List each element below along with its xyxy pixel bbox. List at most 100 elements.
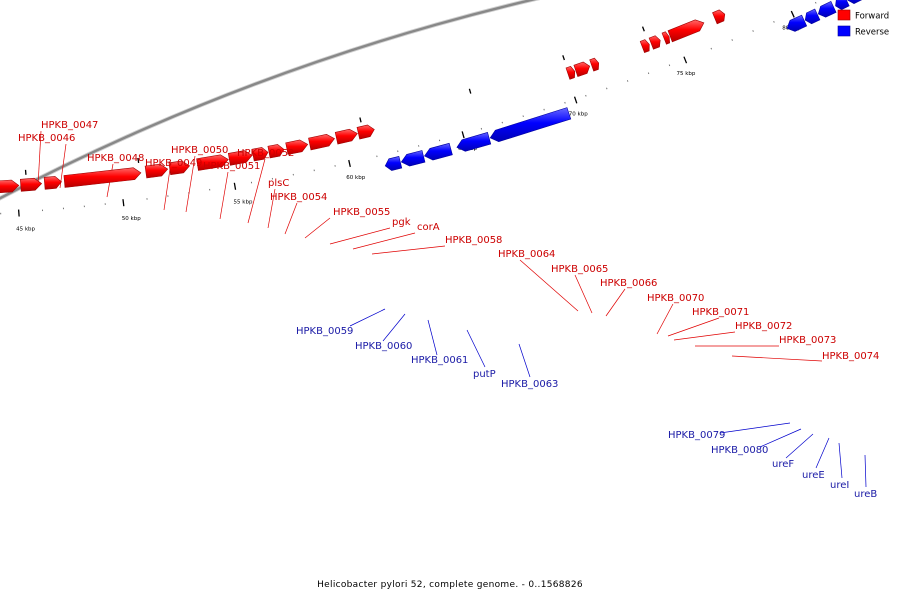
tick-minor xyxy=(627,80,629,82)
gene-label-hpkb-0059: HPKB_0059 xyxy=(296,326,353,337)
legend-reverse-label: Reverse xyxy=(855,28,889,38)
gene-label-hpkb-0066: HPKB_0066 xyxy=(600,278,657,289)
gene-layer xyxy=(0,0,863,194)
leader-line xyxy=(466,329,486,368)
gene-arrow-hpkb-0072[interactable] xyxy=(661,31,671,45)
gene-label-hpkb-0052: HPKB_0052 xyxy=(237,148,294,159)
leader-line xyxy=(427,319,438,356)
legend-reverse-swatch xyxy=(837,25,851,37)
gene-label-uref: ureF xyxy=(772,459,794,470)
gene-arrow-uref[interactable] xyxy=(817,1,837,18)
gene-arrow-hpkb-0073[interactable] xyxy=(667,19,705,43)
leader-line xyxy=(838,442,843,479)
gene-arrow-hpkb-0059[interactable] xyxy=(384,156,403,171)
leader-line xyxy=(518,343,531,378)
tick-major xyxy=(573,96,578,104)
gene-arrow-hpkb-0061[interactable] xyxy=(424,142,453,161)
backbone-arc xyxy=(0,0,537,200)
leader-line xyxy=(284,202,298,235)
tick-label: 45 kbp xyxy=(16,227,35,233)
gene-arrow-hpkb-0064[interactable] xyxy=(565,66,576,80)
gene-label-hpkb-0054: HPKB_0054 xyxy=(270,192,327,203)
gene-arrow-urei[interactable] xyxy=(847,0,863,4)
gene-arrow-hpkb-0048[interactable] xyxy=(63,167,142,188)
gene-label-hpkb-0051: HPKB_0051 xyxy=(203,161,260,172)
gene-arrow-hpkb-0054[interactable] xyxy=(267,144,285,159)
gene-label-hpkb-0065: HPKB_0065 xyxy=(551,264,608,275)
leader-line xyxy=(864,454,867,488)
gene-arrow-hpkb-0052[interactable] xyxy=(227,150,253,166)
feature-tick xyxy=(137,157,140,164)
legend-forward-swatch xyxy=(837,9,851,21)
tick-label: 75 kbp xyxy=(677,71,696,77)
tick-label: 60 kbp xyxy=(346,175,365,181)
gene-arrow-hpkb-0047[interactable] xyxy=(43,176,62,190)
gene-arrow-hpkb-0060[interactable] xyxy=(400,150,426,167)
leader-line xyxy=(382,313,406,342)
gene-label-uree: ureE xyxy=(802,470,825,481)
gene-arrow-hpkb-0051[interactable] xyxy=(196,154,229,171)
gene-label-hpkb-0048: HPKB_0048 xyxy=(87,153,144,164)
gene-arrow-cora[interactable] xyxy=(334,128,358,145)
gene-label-hpkb-0073: HPKB_0073 xyxy=(779,335,836,346)
gene-arrow-hpkb-0063[interactable] xyxy=(489,107,572,143)
gene-arrow-uree[interactable] xyxy=(835,0,850,10)
leader-line xyxy=(247,158,266,224)
feature-tick xyxy=(562,55,566,61)
gene-arrow-hpkb-0050[interactable] xyxy=(168,160,191,176)
leader-line xyxy=(731,355,823,362)
label-layer: HPKB_0047 HPKB_0046 HPKB_0048 HPKB_0050 HPKB… xyxy=(18,120,879,500)
gene-arrow-hpkb-0055[interactable] xyxy=(285,139,309,155)
leader-line xyxy=(673,331,736,341)
tick-minor xyxy=(773,21,775,23)
gene-arrow-hpkb-0070[interactable] xyxy=(639,39,650,53)
gene-arrow-hpkb-0074[interactable] xyxy=(712,9,726,25)
leader-line xyxy=(519,259,579,312)
gene-label-hpkb-0049: HPKB_0049 xyxy=(145,158,202,169)
gene-arrow-hpkb-0066[interactable] xyxy=(589,57,600,72)
tick-major xyxy=(461,131,465,139)
leader-line xyxy=(219,171,229,220)
leader-line xyxy=(574,274,593,314)
gene-label-hpkb-0079: HPKB_0079 xyxy=(668,430,725,441)
gene-label-hpkb-0071: HPKB_0071 xyxy=(692,307,749,318)
gene-label-putp: putP xyxy=(473,369,496,380)
tick-label: 55 kbp xyxy=(234,200,253,206)
gene-label-hpkb-0070: HPKB_0070 xyxy=(647,293,704,304)
gene-arrow-hpkb-0065[interactable] xyxy=(573,61,591,77)
tick-minor xyxy=(647,72,650,75)
gene-arrow-hpkb-0058[interactable] xyxy=(356,124,375,140)
gene-arrow-plsc[interactable] xyxy=(251,147,269,162)
leader-line xyxy=(719,422,791,434)
genome-caption: Helicobacter pylori 52, complete genome.… xyxy=(317,580,583,590)
feature-tick xyxy=(468,88,472,94)
leader-line xyxy=(185,155,196,213)
leader-line xyxy=(59,143,67,189)
tick-label: 50 kbp xyxy=(122,216,141,222)
gene-arrow-hpkb-0071[interactable] xyxy=(648,35,661,50)
gene-arrow-hpkb-0080[interactable] xyxy=(804,8,821,25)
leader-line xyxy=(37,130,42,187)
legend: Forward Reverse xyxy=(837,9,889,38)
gene-arrow-hpkb-0046[interactable] xyxy=(19,177,43,192)
leader-line xyxy=(267,188,276,229)
tick-major xyxy=(17,209,20,217)
gene-arrow-pgk[interactable] xyxy=(308,133,335,151)
leader-line xyxy=(163,168,171,211)
gene-label-pgk: pgk xyxy=(392,217,411,228)
gene-arrow-hpkb-0049[interactable] xyxy=(144,163,169,179)
leader-line xyxy=(329,227,391,245)
gene-arrow-pre-0046[interactable] xyxy=(0,179,20,194)
gene-label-hpkb-0058: HPKB_0058 xyxy=(445,235,502,246)
tick-major xyxy=(122,199,125,207)
gene-label-hpkb-0063: HPKB_0063 xyxy=(501,379,558,390)
leader-layer xyxy=(37,130,867,488)
gene-arrow-hpkb-0079[interactable] xyxy=(786,14,808,32)
tick-minor xyxy=(710,47,712,50)
leader-line xyxy=(371,245,446,255)
leader-line xyxy=(815,437,830,469)
feature-tick xyxy=(641,26,645,32)
gene-arrow-putp[interactable] xyxy=(456,132,492,152)
